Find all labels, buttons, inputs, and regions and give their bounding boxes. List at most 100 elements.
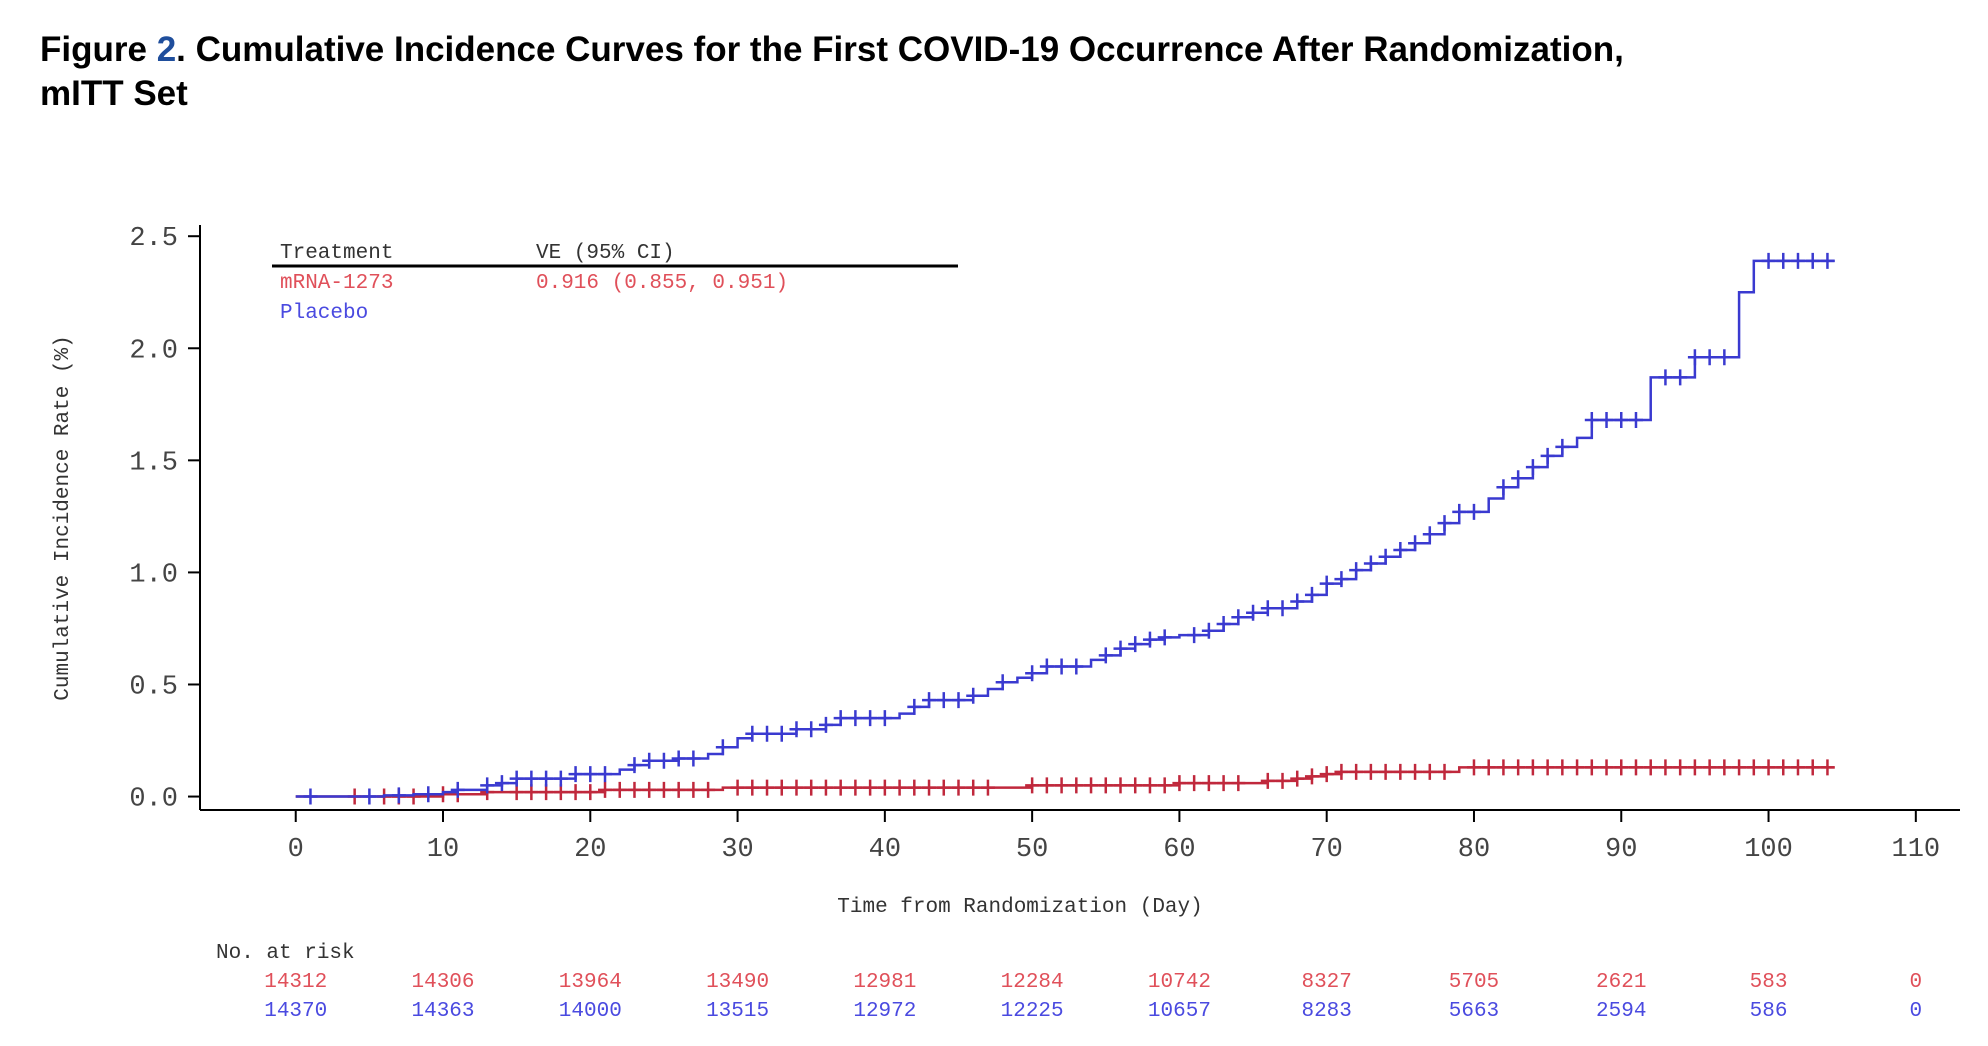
censor-mark-mrna-1273 (1776, 759, 1791, 776)
censor-mark-mrna-1273 (1378, 763, 1393, 780)
censor-mark-placebo (583, 766, 598, 783)
censor-mark-placebo (760, 725, 775, 742)
censor-mark-mrna-1273 (1290, 770, 1305, 787)
censor-mark-mrna-1273 (1422, 763, 1437, 780)
censor-mark-placebo (1805, 252, 1820, 269)
censor-mark-placebo (1776, 252, 1791, 269)
censor-mark-placebo (1231, 609, 1246, 626)
censor-mark-mrna-1273 (922, 779, 937, 796)
censor-mark-mrna-1273 (1231, 775, 1246, 792)
x-tick-label: 70 (1310, 835, 1342, 865)
legend-entry-mrna: mRNA-1273 (280, 272, 393, 295)
censor-mark-placebo (818, 716, 833, 733)
censor-mark-placebo (1687, 349, 1702, 366)
censor-mark-mrna-1273 (1820, 759, 1835, 776)
censor-mark-placebo (303, 788, 318, 805)
censor-mark-mrna-1273 (1260, 772, 1275, 789)
at-risk-count: 2621 (1596, 971, 1646, 994)
censor-mark-placebo (1628, 412, 1643, 428)
censor-mark-placebo (598, 766, 613, 783)
censor-mark-mrna-1273 (1187, 775, 1202, 792)
censor-mark-mrna-1273 (598, 781, 613, 798)
censor-mark-placebo (1069, 658, 1084, 675)
censor-mark-mrna-1273 (1363, 763, 1378, 780)
censor-mark-mrna-1273 (1275, 772, 1290, 789)
at-risk-count: 12284 (1001, 971, 1064, 994)
censor-mark-placebo (1098, 647, 1113, 664)
censor-mark-placebo (774, 725, 789, 742)
censor-mark-mrna-1273 (1570, 759, 1585, 776)
figure-title-prefix: Figure (40, 30, 157, 69)
censor-mark-mrna-1273 (863, 779, 878, 796)
at-risk-table: No. at risk 14312 14306 13964 13490 12981 122… (216, 942, 1922, 1023)
censor-mark-mrna-1273 (848, 779, 863, 796)
censor-mark-placebo (936, 692, 951, 709)
censor-mark-placebo (656, 752, 671, 769)
censor-mark-mrna-1273 (1673, 759, 1688, 776)
censor-mark-placebo (1761, 252, 1776, 269)
censor-mark-mrna-1273 (1142, 777, 1157, 794)
censor-mark-mrna-1273 (1746, 759, 1761, 776)
legend-header-treatment: Treatment (280, 242, 393, 265)
censor-mark-placebo (671, 750, 686, 767)
figure-number-link[interactable]: 2 (156, 30, 177, 69)
censor-mark-mrna-1273 (612, 781, 627, 798)
censor-mark-placebo (1673, 369, 1688, 386)
censor-mark-mrna-1273 (1717, 759, 1732, 776)
censor-mark-mrna-1273 (1525, 759, 1540, 776)
censor-mark-placebo (1422, 526, 1437, 543)
censor-mark-placebo (804, 721, 819, 738)
censor-mark-placebo (1128, 636, 1143, 653)
censor-mark-mrna-1273 (1732, 759, 1747, 776)
censor-mark-mrna-1273 (1466, 759, 1481, 776)
x-tick-label: 40 (869, 835, 901, 865)
censor-mark-placebo (1260, 600, 1275, 617)
censor-mark-placebo (1349, 562, 1364, 579)
censor-mark-placebo (627, 757, 642, 774)
censor-mark-placebo (951, 692, 966, 709)
censor-mark-placebo (1702, 349, 1717, 366)
censor-mark-mrna-1273 (1025, 777, 1040, 794)
censor-mark-placebo (1290, 593, 1305, 610)
censor-mark-placebo (1363, 555, 1378, 572)
censor-mark-mrna-1273 (553, 784, 568, 801)
censor-mark-mrna-1273 (892, 779, 907, 796)
censor-mark-mrna-1273 (1761, 759, 1776, 776)
censor-mark-mrna-1273 (1687, 759, 1702, 776)
at-risk-count: 12972 (853, 1000, 916, 1023)
figure-title: Figure 2. Cumulative Incidence Curves fo… (40, 28, 1940, 116)
censor-mark-mrna-1273 (656, 781, 671, 798)
censor-mark-placebo (1246, 604, 1261, 621)
at-risk-count: 10657 (1148, 1000, 1211, 1023)
censor-mark-mrna-1273 (642, 781, 657, 798)
legend-header-ve: VE (95% CI) (536, 242, 675, 265)
censor-mark-placebo (1393, 542, 1408, 558)
censor-mark-mrna-1273 (1790, 759, 1805, 776)
x-tick-label: 80 (1458, 835, 1490, 865)
censor-mark-mrna-1273 (1599, 759, 1614, 776)
censor-mark-placebo (1054, 658, 1069, 675)
censor-mark-placebo (1496, 479, 1511, 496)
at-risk-count: 13490 (706, 971, 769, 994)
censor-mark-mrna-1273 (1393, 763, 1408, 780)
censor-mark-mrna-1273 (1805, 759, 1820, 776)
y-axis-label: Cumulative Incidence Rate (%) (52, 335, 75, 700)
censor-mark-placebo (833, 710, 848, 727)
censor-mark-placebo (1304, 586, 1319, 603)
censor-mark-mrna-1273 (936, 779, 951, 796)
figure-title-line2: mITT Set (40, 74, 188, 113)
at-risk-count: 10742 (1148, 971, 1211, 994)
censor-mark-mrna-1273 (686, 781, 701, 798)
censor-mark-mrna-1273 (951, 779, 966, 796)
x-tick-label: 50 (1016, 835, 1048, 865)
censor-mark-placebo (1025, 665, 1040, 682)
axes: 0.0 0.5 1.0 1.5 2.0 2.5 0 10 20 30 40 50 60 70 80 90 100… (129, 224, 1960, 865)
series-layer (295, 252, 1835, 805)
censor-mark-mrna-1273 (1334, 763, 1349, 780)
censor-mark-mrna-1273 (818, 779, 833, 796)
censor-mark-mrna-1273 (1304, 768, 1319, 785)
censor-mark-mrna-1273 (1614, 759, 1629, 776)
legend-entry-placebo: Placebo (280, 302, 368, 325)
censor-mark-placebo (391, 787, 406, 804)
